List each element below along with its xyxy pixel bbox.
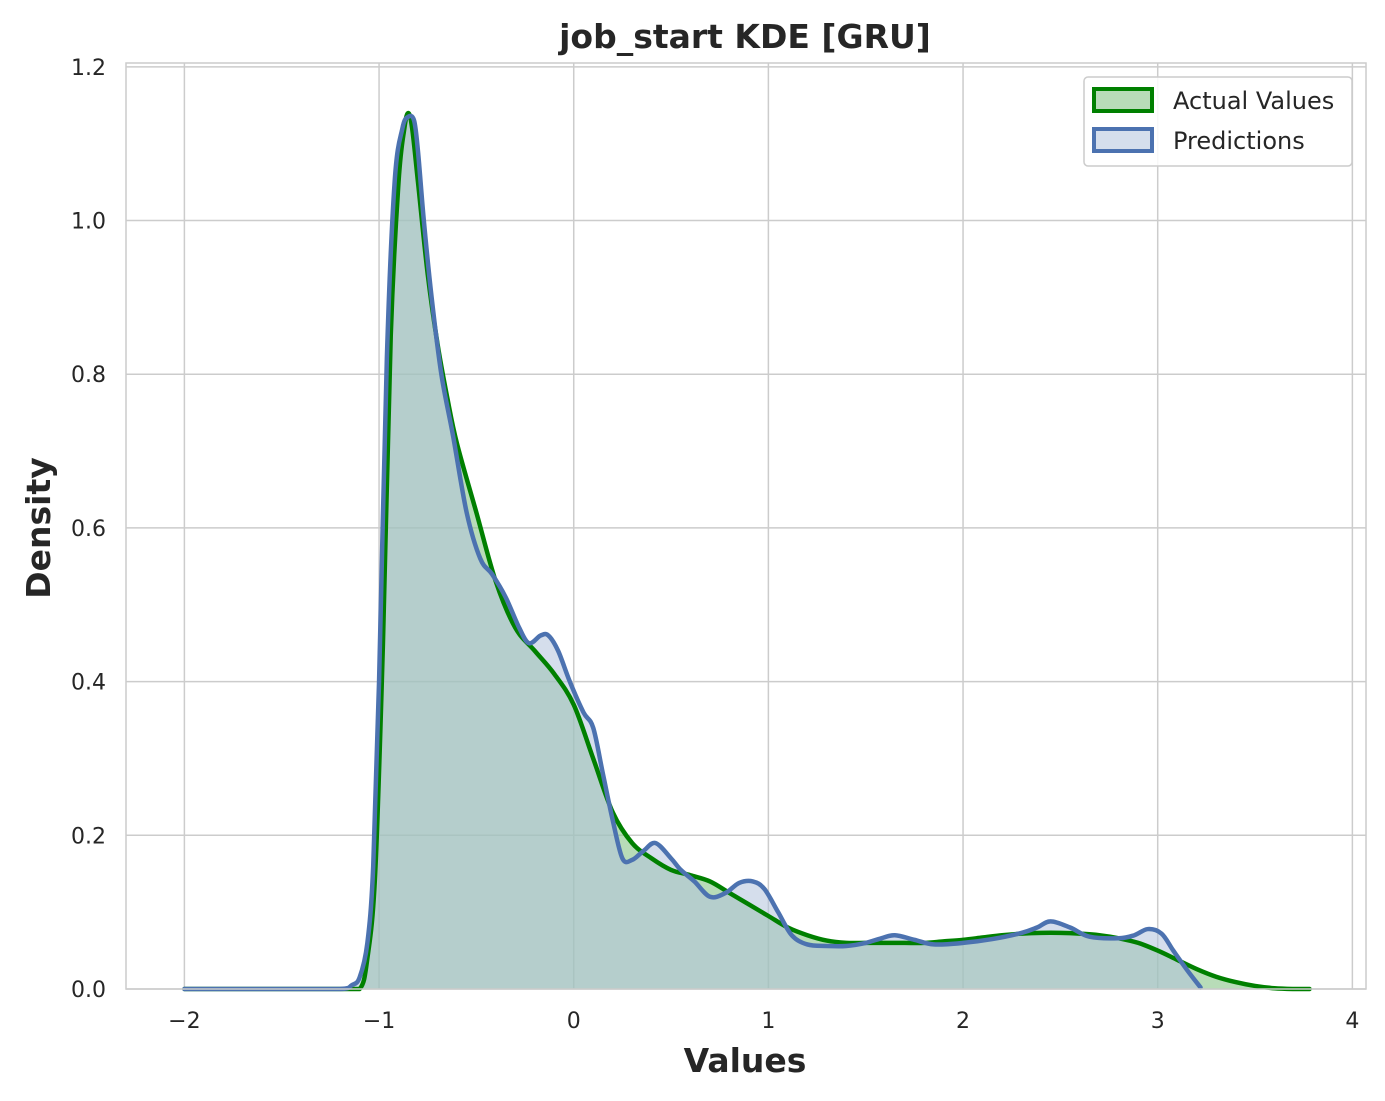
legend-swatch-predictions <box>1092 127 1154 153</box>
y-axis-label: Density <box>19 457 58 599</box>
x-tick-label: 3 <box>1151 1009 1165 1034</box>
x-axis-ticks: −2 −1 0 1 2 3 4 <box>168 1009 1359 1034</box>
x-tick-label: 4 <box>1345 1009 1359 1034</box>
plot-area <box>126 63 1366 989</box>
legend-label-predictions: Predictions <box>1173 127 1305 155</box>
x-tick-label: 0 <box>567 1009 581 1034</box>
x-tick-label: 2 <box>956 1009 970 1034</box>
y-tick-label: 1.0 <box>71 210 106 235</box>
legend: Actual Values Predictions <box>1083 76 1353 167</box>
x-tick-label: −2 <box>168 1009 200 1034</box>
series-line-predictions <box>182 113 1203 992</box>
x-tick-label: −1 <box>363 1009 395 1034</box>
y-tick-label: 0.8 <box>71 363 106 388</box>
series-lines <box>182 110 1312 992</box>
x-axis-label: Values <box>684 1041 807 1080</box>
y-tick-label: 0.2 <box>71 824 106 849</box>
series-fills <box>184 112 1310 990</box>
y-axis-ticks: 0.0 0.2 0.4 0.6 0.8 1.0 1.2 <box>71 56 106 1003</box>
y-tick-label: 0.4 <box>71 671 106 696</box>
legend-swatch-actual-values <box>1092 87 1154 113</box>
x-tick-label: 1 <box>761 1009 775 1034</box>
legend-label-actual-values: Actual Values <box>1173 87 1334 115</box>
y-tick-label: 0.6 <box>71 517 106 542</box>
y-tick-label: 0.0 <box>71 978 106 1003</box>
y-tick-label: 1.2 <box>71 56 106 81</box>
plot-frame <box>125 62 1367 990</box>
chart-title: job_start KDE [GRU] <box>557 17 931 56</box>
series-area-predictions <box>184 115 1201 990</box>
